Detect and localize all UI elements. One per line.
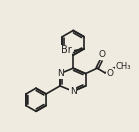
Text: N: N	[70, 87, 77, 96]
Text: O: O	[98, 50, 105, 59]
Text: CH₃: CH₃	[116, 62, 131, 71]
Text: N: N	[57, 69, 63, 78]
Text: O: O	[106, 69, 114, 78]
Text: Br: Br	[61, 46, 71, 55]
